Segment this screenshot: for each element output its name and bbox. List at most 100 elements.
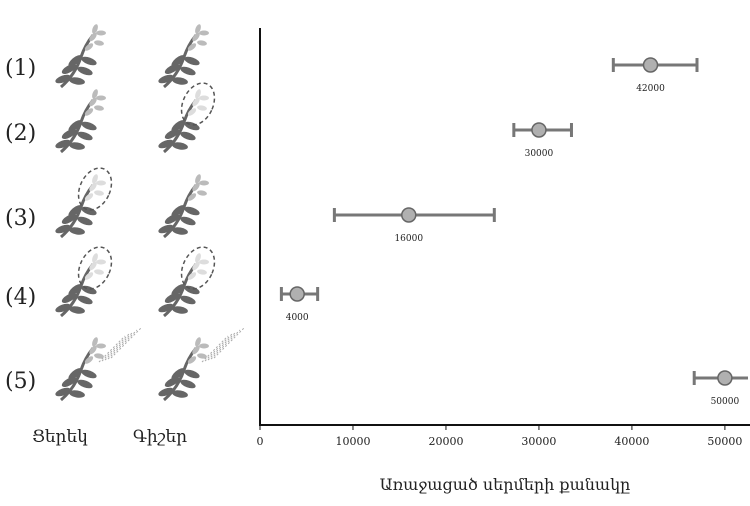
value-label: 4000 (286, 313, 309, 323)
flower (84, 193, 94, 201)
leaf (55, 303, 71, 313)
point (401, 207, 417, 223)
plant-icon (55, 167, 113, 239)
leaf (184, 56, 200, 66)
spray (98, 335, 126, 363)
flower (199, 343, 209, 349)
leaf (55, 387, 71, 397)
flower (187, 193, 197, 201)
flower (187, 108, 197, 116)
flower (94, 353, 104, 359)
flower (195, 337, 201, 347)
plant-icon (55, 24, 106, 89)
leaf (68, 55, 82, 67)
flower (192, 261, 200, 271)
leaf (77, 131, 93, 141)
leaf (69, 306, 85, 314)
flower (187, 272, 197, 280)
leaf (55, 74, 71, 84)
row-label: (1) (5, 56, 36, 81)
leaf (172, 227, 188, 235)
leaf (55, 224, 71, 234)
plant-icon (158, 24, 209, 89)
flower (89, 261, 97, 271)
leaf (184, 369, 200, 379)
leaf (164, 63, 180, 75)
flower (94, 269, 104, 275)
leaf (68, 120, 82, 132)
leaf (69, 77, 85, 85)
value-label: 42000 (636, 84, 665, 94)
leaf (164, 292, 180, 304)
flower (84, 43, 94, 51)
row-label: (4) (5, 285, 36, 310)
x-tick-label: 0 (257, 435, 264, 448)
leaf (81, 206, 97, 216)
flower (197, 353, 207, 359)
flower (199, 180, 209, 186)
x-axis-label: Առաջացած սերմերի քանակը (380, 475, 631, 494)
leaf (77, 295, 93, 305)
spray (204, 333, 233, 362)
leaf (172, 77, 188, 85)
row-label: (3) (5, 206, 36, 231)
leaf (172, 306, 188, 314)
flower (94, 190, 104, 196)
flower (195, 253, 201, 263)
column-label: Ցերեկ (32, 427, 88, 447)
x-tick-label: 40000 (614, 435, 649, 448)
leaf (172, 390, 188, 398)
flower (192, 97, 200, 107)
flower (199, 259, 209, 265)
flower (94, 40, 104, 46)
flower (192, 345, 200, 355)
plant-icon (158, 327, 245, 402)
flower (92, 24, 98, 34)
flower (195, 174, 201, 184)
spray (110, 327, 142, 359)
flower (199, 95, 209, 101)
flower (197, 105, 207, 111)
leaf (81, 121, 97, 131)
leaf (184, 121, 200, 131)
flower (187, 43, 197, 51)
leaf (77, 66, 93, 76)
flower (192, 182, 200, 192)
x-tick-label: 30000 (521, 435, 556, 448)
leaf (69, 390, 85, 398)
spray (213, 327, 245, 359)
leaf (55, 139, 71, 149)
leaf (184, 206, 200, 216)
row-label: (5) (5, 369, 36, 394)
plant-icon (55, 246, 113, 318)
leaf (164, 128, 180, 140)
flower (89, 182, 97, 192)
leaf (180, 66, 196, 76)
flower (92, 89, 98, 99)
leaf (68, 368, 82, 380)
leaf (68, 284, 82, 296)
leaf (69, 227, 85, 235)
point (717, 370, 733, 386)
x-tick-label: 50000 (707, 435, 742, 448)
spray (210, 329, 241, 360)
bag (77, 167, 113, 211)
leaf (81, 56, 97, 66)
flower (96, 180, 106, 186)
flower (187, 356, 197, 364)
leaf (184, 285, 200, 295)
x-tick-label: 20000 (428, 435, 463, 448)
value-label: 30000 (525, 149, 554, 159)
flower (197, 269, 207, 275)
spray (201, 335, 229, 363)
plant-icon (158, 174, 209, 239)
leaf (61, 292, 77, 304)
flower (84, 272, 94, 280)
leaf (81, 369, 97, 379)
leaf (180, 131, 196, 141)
row-label: (2) (5, 121, 36, 146)
point (642, 57, 659, 73)
flower (89, 97, 97, 107)
flower (197, 40, 207, 46)
